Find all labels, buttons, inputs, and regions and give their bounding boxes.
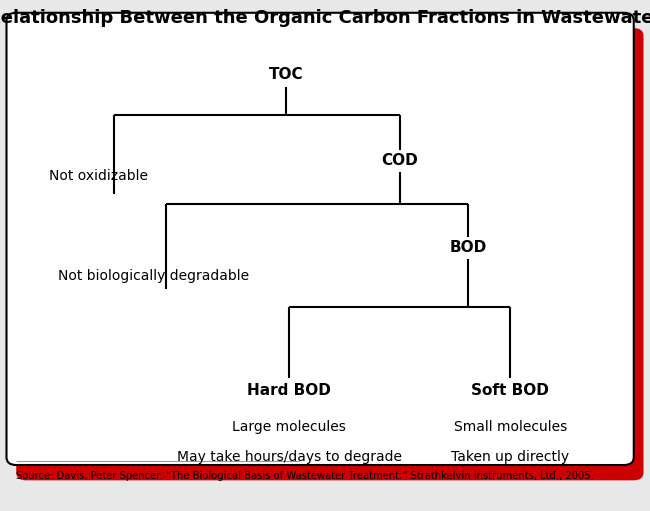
Text: BOD: BOD: [449, 240, 487, 256]
Text: Relationship Between the Organic Carbon Fractions in Wastewater: Relationship Between the Organic Carbon …: [0, 9, 650, 27]
Text: Not oxidizable: Not oxidizable: [49, 169, 148, 183]
Text: May take hours/days to degrade: May take hours/days to degrade: [177, 450, 402, 464]
FancyBboxPatch shape: [6, 13, 634, 465]
Text: Soft BOD: Soft BOD: [471, 383, 549, 399]
FancyBboxPatch shape: [16, 28, 644, 480]
Text: TOC: TOC: [268, 66, 304, 82]
Text: Source: Davis, Peter Spencer. “The Biological Basis of Wastewater Treatment.” St: Source: Davis, Peter Spencer. “The Biolo…: [16, 471, 594, 481]
Text: Taken up directly: Taken up directly: [451, 450, 569, 464]
Text: COD: COD: [382, 153, 418, 169]
Text: Large molecules: Large molecules: [232, 420, 346, 434]
Text: Hard BOD: Hard BOD: [247, 383, 332, 399]
Text: Small molecules: Small molecules: [454, 420, 567, 434]
Text: Not biologically degradable: Not biologically degradable: [58, 269, 250, 283]
